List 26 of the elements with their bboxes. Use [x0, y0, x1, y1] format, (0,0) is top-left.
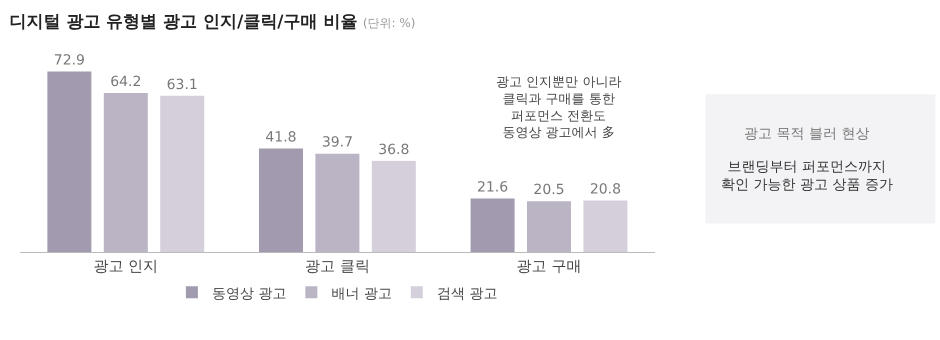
- data-label: 36.8: [378, 142, 410, 158]
- legend-label: 검색 광고: [436, 286, 498, 302]
- bar: [583, 200, 628, 252]
- data-label: 20.5: [533, 182, 565, 198]
- data-label: 72.9: [54, 52, 85, 68]
- bar: [47, 72, 92, 252]
- data-label: 63.1: [166, 76, 198, 93]
- bar: [160, 96, 204, 252]
- chart-title: 디지털 광고 유형별 광고 인지/클릭/구매 비율: [9, 12, 358, 32]
- bar: [258, 148, 303, 252]
- data-label: 20.8: [590, 182, 622, 198]
- legend-label: 동영상 광고: [212, 286, 286, 302]
- data-label: 41.8: [265, 130, 297, 146]
- legend-label: 배너 광고: [331, 286, 392, 302]
- chart-subtitle: (단위: %): [362, 16, 416, 30]
- data-label: 64.2: [110, 74, 142, 90]
- data-label: 21.6: [476, 180, 508, 196]
- x-tick-label: 광고 클릭: [305, 257, 370, 275]
- text: 브랜딩부터 퍼포먼스까지 확인 가능한 광고 상품 증가: [721, 159, 893, 194]
- x-tick-label: 광고 구매: [516, 257, 582, 275]
- bar: [372, 160, 416, 252]
- text: 광고 목적 블러 현상: [744, 126, 870, 142]
- annotation: 광고 인지뿐만 아니라 클릭과 구매를 통한 퍼포먼스 전환도 동영상 광고에서 多: [496, 75, 622, 141]
- bar: [470, 198, 515, 252]
- x-tick-label: 광고 인지: [93, 257, 158, 275]
- data-label: 39.7: [322, 134, 353, 151]
